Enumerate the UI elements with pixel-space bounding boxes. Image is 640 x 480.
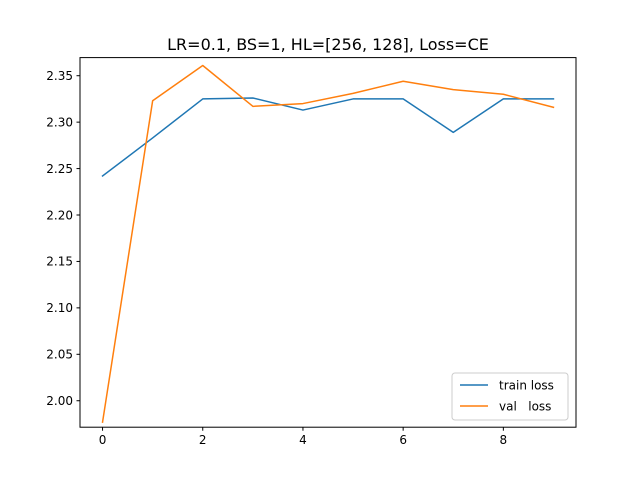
plot-area-frame bbox=[79, 57, 577, 428]
y-axis-ticks: 2.00 2.05 2.10 2.15 2.20 2.25 2.30 2.35 bbox=[46, 69, 80, 408]
chart-title: LR=0.1, BS=1, HL=[256, 128], Loss=CE bbox=[167, 35, 489, 54]
y-tick-label: 2.05 bbox=[46, 348, 73, 362]
y-tick-label: 2.30 bbox=[46, 115, 73, 129]
y-tick-label: 2.35 bbox=[46, 69, 73, 83]
legend-label-val-loss: val loss bbox=[499, 400, 551, 414]
x-tick-label: 2 bbox=[199, 433, 207, 447]
legend-label-train-loss: train loss bbox=[499, 379, 554, 393]
x-tick-label: 8 bbox=[500, 433, 508, 447]
series-line-train-loss bbox=[101, 97, 555, 178]
x-tick-label: 6 bbox=[399, 433, 407, 447]
y-tick-label: 2.20 bbox=[46, 208, 73, 222]
y-tick-label: 2.00 bbox=[46, 394, 73, 408]
y-tick-label: 2.15 bbox=[46, 255, 73, 269]
y-tick-label: 2.10 bbox=[46, 301, 73, 315]
y-tick-label: 2.25 bbox=[46, 162, 73, 176]
x-axis-ticks: 0 2 4 6 8 bbox=[99, 427, 507, 447]
x-tick-label: 0 bbox=[99, 433, 107, 447]
legend: train loss val loss bbox=[451, 372, 569, 421]
x-tick-label: 4 bbox=[299, 433, 307, 447]
series-layer bbox=[101, 64, 555, 423]
series-line-val-loss bbox=[101, 64, 555, 423]
